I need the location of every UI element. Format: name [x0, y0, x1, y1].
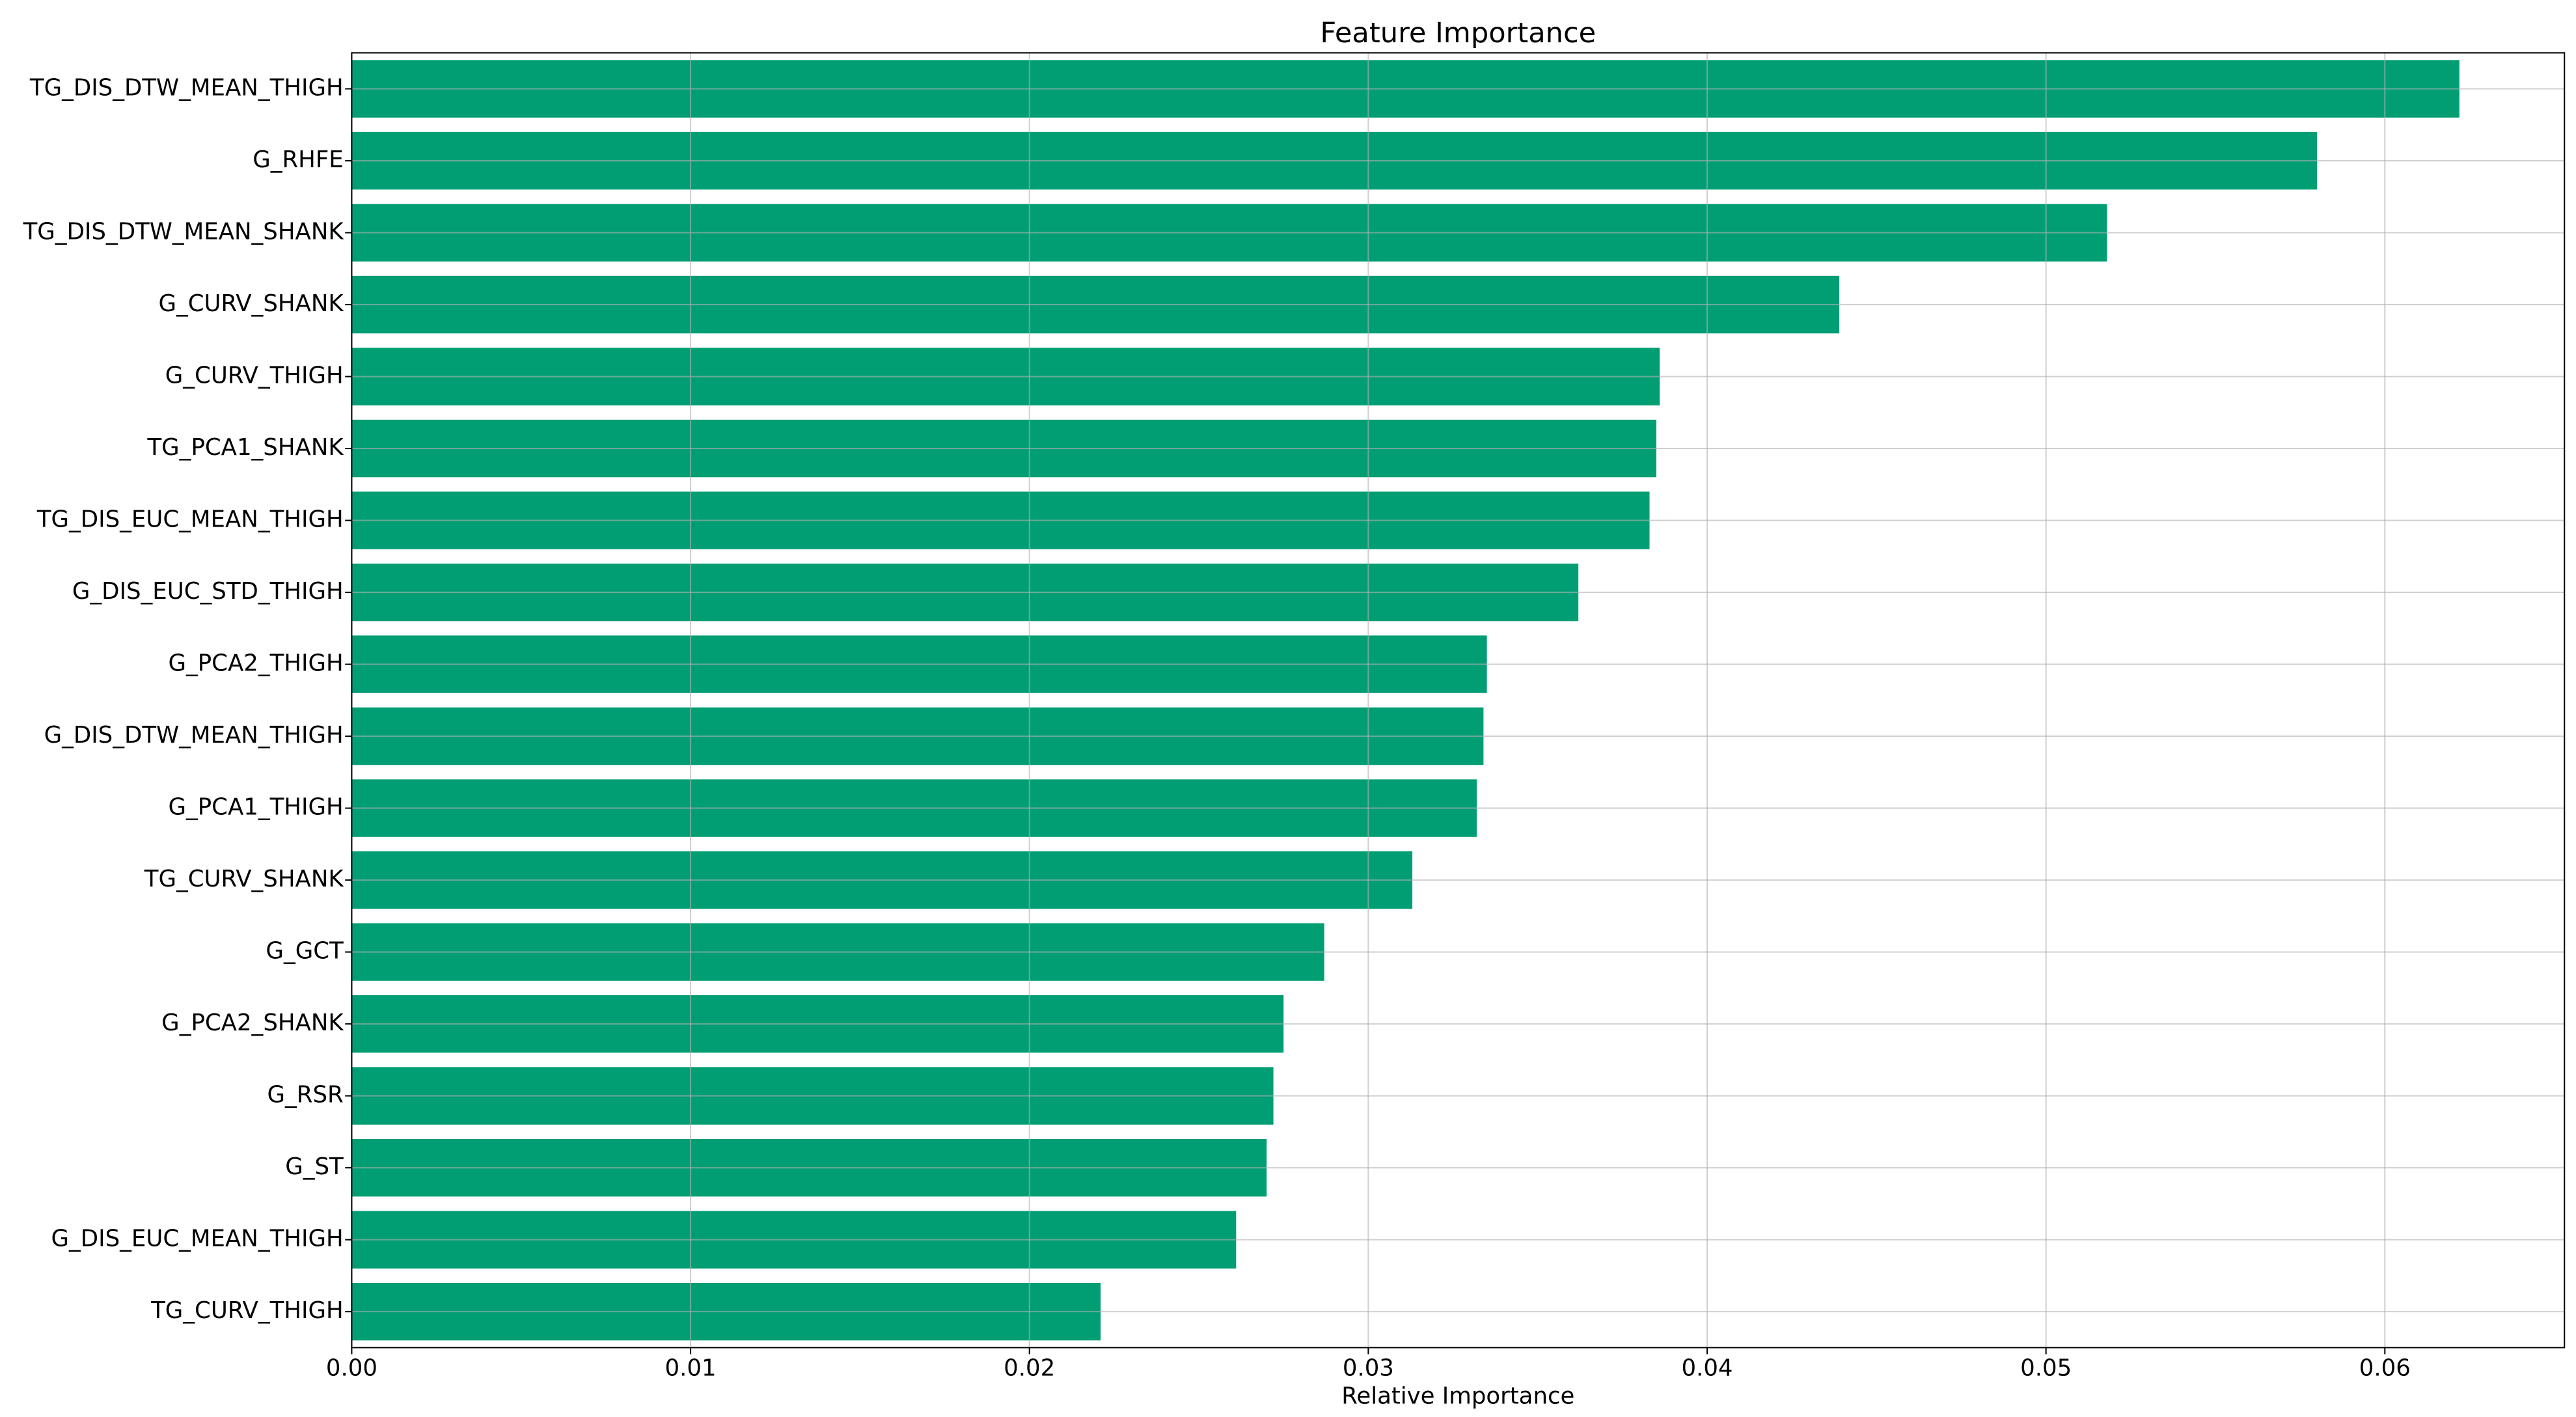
y-tick-label: G_PCA2_SHANK	[161, 1010, 344, 1036]
y-tick-label: G_DIS_EUC_STD_THIGH	[72, 578, 344, 605]
x-tick-label: 0.03	[1343, 1355, 1394, 1381]
y-tick-label: TG_DIS_EUC_MEAN_THIGH	[36, 506, 344, 533]
y-tick-label: G_CURV_SHANK	[158, 290, 344, 317]
x-tick-label: 0.06	[2359, 1355, 2411, 1381]
y-tick-label: G_RSR	[267, 1082, 344, 1108]
y-tick-label: G_DIS_EUC_MEAN_THIGH	[51, 1226, 344, 1252]
y-tick-label: TG_CURV_THIGH	[150, 1297, 344, 1324]
y-tick-label: TG_PCA1_SHANK	[146, 434, 344, 461]
x-tick-label: 0.05	[2020, 1355, 2072, 1381]
y-tick-label: G_PCA1_THIGH	[168, 794, 343, 821]
y-tick-label: G_ST	[285, 1153, 344, 1180]
y-tick-label: TG_DIS_DTW_MEAN_THIGH	[29, 74, 344, 101]
y-tick-label: G_DIS_DTW_MEAN_THIGH	[44, 722, 344, 749]
x-axis-label: Relative Importance	[1341, 1383, 1574, 1410]
x-tick-label: 0.00	[326, 1355, 377, 1381]
x-tick-label: 0.01	[665, 1355, 717, 1381]
plot-frame	[351, 52, 2566, 1349]
x-tick-label: 0.04	[1681, 1355, 1733, 1381]
chart-title: Feature Importance	[1320, 17, 1596, 49]
y-tick-label: G_RHFE	[253, 146, 344, 173]
y-tick-label: G_GCT	[266, 938, 344, 965]
y-tick-label: TG_DIS_DTW_MEAN_SHANK	[23, 219, 345, 245]
y-tick-label: TG_CURV_SHANK	[144, 866, 345, 892]
x-tick-label: 0.02	[1004, 1355, 1055, 1381]
y-tick-label: G_PCA2_THIGH	[168, 650, 343, 677]
y-tick-label: G_CURV_THIGH	[165, 363, 344, 389]
